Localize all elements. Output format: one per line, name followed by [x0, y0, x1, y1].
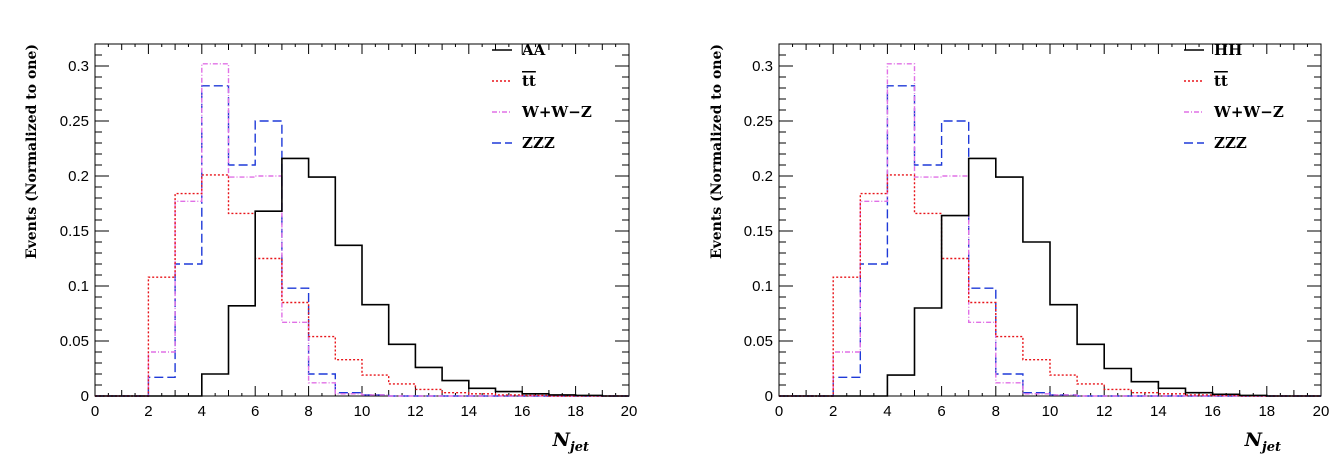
x-tick-label: 4 [198, 403, 206, 420]
y-tick-label: 0.1 [752, 278, 773, 295]
x-tick-label: 18 [567, 403, 584, 420]
x-tick-label: 8 [992, 403, 1000, 420]
y-axis-title: Events (Normalized to one) [24, 44, 40, 259]
x-tick-label: 16 [1204, 403, 1221, 420]
histogram-series-0 [779, 157, 1321, 397]
x-axis-title-main: N [552, 429, 571, 451]
legend-label: AA [521, 41, 546, 59]
y-tick-label: 0.2 [68, 168, 89, 185]
legend-label: tt [522, 72, 536, 90]
y-tick-label: 0.3 [752, 58, 773, 75]
x-tick-label: 6 [937, 403, 945, 420]
legend-label: ZZZ [1214, 134, 1247, 152]
legend-label: tt [1214, 72, 1228, 90]
x-tick-label: 20 [1313, 403, 1330, 420]
x-axis-title-subscript: jet [1259, 440, 1281, 455]
y-tick-label: 0.05 [60, 333, 89, 350]
x-tick-label: 14 [460, 403, 477, 420]
legend-label: W+W−Z [1213, 103, 1284, 121]
y-tick-label: 0.15 [744, 223, 773, 240]
x-tick-label: 14 [1150, 403, 1167, 420]
chart-panel-left: 0 2 4 6 8 10 12 14 16 18 20 0 0.05 0.1 0.15 0.2 0.25 0.3 N… [24, 41, 637, 455]
chart-panel-right: 0 2 4 6 8 10 12 14 16 18 20 0 0.05 0.1 0.15 0.2 0.25 0.3 N… [709, 41, 1329, 455]
x-tick-label: 2 [144, 403, 152, 420]
histogram-series-1 [779, 174, 1321, 397]
y-tick-label: 0.05 [744, 333, 773, 350]
x-tick-label: 10 [1042, 403, 1059, 420]
x-tick-label: 6 [251, 403, 259, 420]
x-axis-title-main: N [1244, 429, 1263, 451]
x-tick-label: 18 [1258, 403, 1275, 420]
x-tick-label: 4 [883, 403, 891, 420]
y-tick-label: 0.3 [68, 58, 89, 75]
y-tick-label: 0.25 [744, 113, 773, 130]
y-tick-label: 0.15 [60, 223, 89, 240]
legend-label: ZZZ [522, 134, 555, 152]
x-tick-label: 10 [354, 403, 371, 420]
x-axis-title: Njet [1244, 429, 1281, 455]
histogram-series-3 [95, 85, 629, 397]
x-tick-label: 12 [1096, 403, 1113, 420]
y-tick-label: 0 [765, 388, 773, 405]
x-tick-label: 2 [829, 403, 837, 420]
legend-label: W+W−Z [521, 103, 592, 121]
x-tick-label: 8 [304, 403, 312, 420]
x-tick-label: 20 [621, 403, 638, 420]
y-tick-label: 0.2 [752, 168, 773, 185]
y-tick-label: 0.1 [68, 278, 89, 295]
y-axis-title: Events (Normalized to one) [709, 44, 725, 259]
x-tick-label: 0 [91, 403, 99, 420]
legend-label: HH [1214, 41, 1242, 59]
x-axis-title: Njet [552, 429, 589, 455]
x-tick-label: 12 [407, 403, 424, 420]
y-tick-label: 0 [81, 388, 89, 405]
histogram-series-0 [95, 157, 629, 397]
y-tick-label: 0.25 [60, 113, 89, 130]
x-tick-label: 16 [514, 403, 531, 420]
histogram-series-2 [779, 63, 1321, 397]
x-tick-label: 0 [775, 403, 783, 420]
histogram-series-2 [95, 63, 629, 397]
x-axis-title-subscript: jet [567, 440, 589, 455]
histogram-series-1 [95, 174, 629, 397]
